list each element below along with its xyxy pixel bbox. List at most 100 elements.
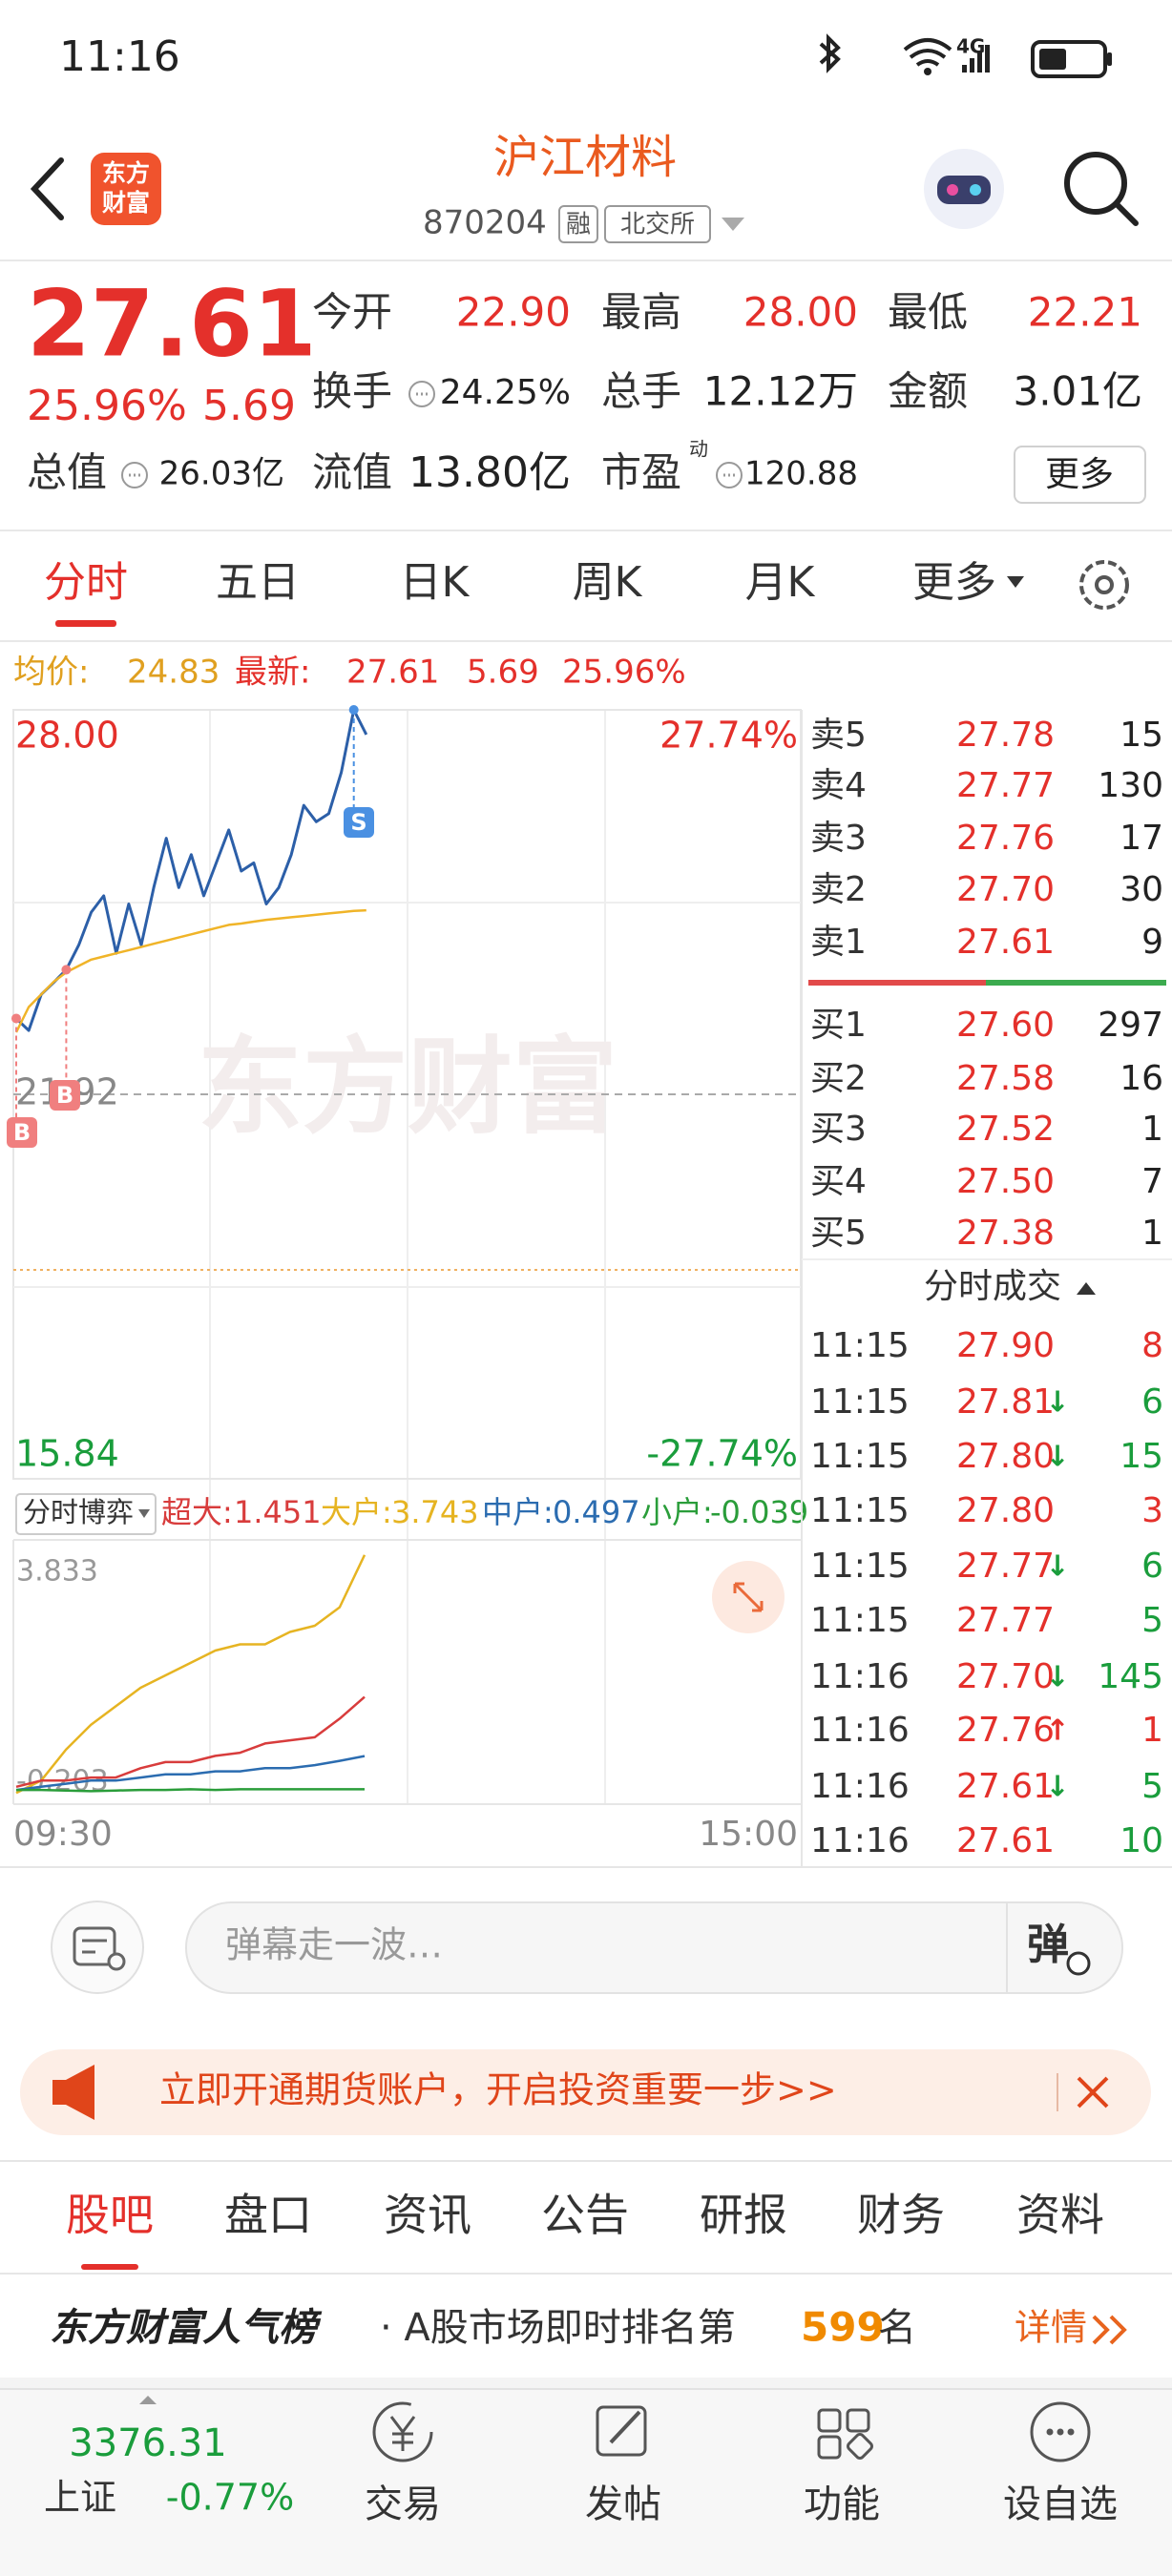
index-change[interactable]: -0.77% <box>166 2477 294 2519</box>
stat-value: 3.01亿 <box>1013 368 1142 415</box>
flow-y-tick-label: 3.833 <box>16 1555 98 1589</box>
last-price: 27.61 <box>27 270 317 377</box>
info-icon[interactable] <box>121 462 148 488</box>
content-tab[interactable]: 研报 <box>700 2190 787 2241</box>
period-tab[interactable]: 周K <box>573 558 643 607</box>
expand-icon <box>733 1582 764 1612</box>
search-button[interactable] <box>1064 152 1127 215</box>
signal-bar <box>970 58 974 73</box>
nav-item[interactable]: 设自选 <box>1003 2483 1118 2526</box>
trades-title[interactable]: 分时成交 <box>924 1267 1061 1306</box>
banner-close[interactable] <box>1077 2076 1109 2109</box>
badge: 融 <box>566 211 591 239</box>
function-icon-cell <box>817 2408 842 2433</box>
settings-button[interactable] <box>1079 560 1129 610</box>
back-button[interactable] <box>30 157 64 220</box>
flow-selector[interactable] <box>15 1493 157 1535</box>
trade-icon <box>372 2401 433 2462</box>
comment-placeholder[interactable]: 弹幕走一波… <box>225 1924 443 1966</box>
trade-price: 27.80 <box>956 1437 1055 1476</box>
stat-value: 12.12万 <box>703 368 858 415</box>
content-tab[interactable]: 财务 <box>857 2190 945 2241</box>
y-tick-label: 28.00 <box>15 715 119 757</box>
trade-price: 27.80 <box>956 1491 1055 1530</box>
promo-banner[interactable] <box>20 2049 1151 2135</box>
flow-legend-name: 中户: <box>482 1494 554 1530</box>
flow-selector-label[interactable]: 分时博弈 <box>23 1496 134 1528</box>
trade-marker[interactable] <box>344 807 374 838</box>
flow-legend-value: 0.497 <box>553 1494 640 1530</box>
trade-volume: 145 <box>1098 1657 1163 1696</box>
period-tab[interactable]: 月K <box>745 558 816 607</box>
content-tab[interactable]: 盘口 <box>224 2190 312 2241</box>
logo-text: 财富 <box>102 189 150 217</box>
comment-input[interactable] <box>185 1901 1123 1994</box>
trade-volume: 6 <box>1141 1547 1163 1586</box>
index-value[interactable]: 3376.31 <box>69 2421 226 2465</box>
index-name[interactable]: 上证 <box>44 2477 116 2519</box>
trade-marker[interactable] <box>7 1117 37 1148</box>
trade-time: 11:15 <box>810 1601 910 1640</box>
period-tab[interactable]: 五日 <box>216 558 300 607</box>
stat-label: 总值 <box>27 449 107 496</box>
stat-value: 24.25% <box>440 373 571 412</box>
trade-price: 27.90 <box>956 1326 1055 1365</box>
trade-price: 27.61 <box>956 1767 1055 1806</box>
stock-name: 沪江材料 <box>493 131 677 184</box>
book-price: 27.61 <box>956 923 1055 962</box>
content-tab[interactable]: 资讯 <box>384 2190 471 2241</box>
danmaku-icon-lines <box>82 1939 107 1954</box>
book-label: 买4 <box>810 1162 867 1201</box>
content-tab[interactable]: 公告 <box>541 2190 629 2241</box>
active-content-tab-underline <box>81 2264 138 2270</box>
stat-value: 13.80亿 <box>408 448 571 497</box>
logo-text: 东方 <box>102 159 150 187</box>
nav-item[interactable]: 交易 <box>365 2483 441 2526</box>
trade-volume: 1 <box>1141 1711 1163 1750</box>
trade-marker[interactable] <box>50 1080 80 1111</box>
bottom-nav <box>0 2389 1172 2576</box>
post-icon <box>596 2405 647 2457</box>
assistant-eye <box>970 184 981 196</box>
book-price: 27.70 <box>956 870 1055 909</box>
more-button-label[interactable]: 更多 <box>1045 455 1114 494</box>
book-label: 卖5 <box>810 716 867 755</box>
index-toggle[interactable] <box>139 2396 157 2404</box>
book-volume: 15 <box>1120 716 1163 755</box>
ranking-link[interactable]: 详情 <box>1015 2307 1087 2349</box>
period-tab[interactable]: 分时 <box>44 558 128 607</box>
info-icon[interactable] <box>408 381 435 407</box>
content-tab[interactable]: 股吧 <box>66 2190 154 2241</box>
danmaku-settings-button[interactable] <box>51 1901 144 1994</box>
trades-toggle[interactable] <box>1077 1282 1096 1295</box>
y-tick-label: 15.84 <box>15 1433 119 1475</box>
danmaku-toggle[interactable]: 弹 <box>1027 1921 1069 1969</box>
settings-hub <box>1095 575 1114 594</box>
ranking-link-chevrons <box>1092 2315 1127 2345</box>
nav-item[interactable]: 发帖 <box>585 2483 661 2526</box>
flow-line <box>16 1788 365 1793</box>
content-tab[interactable]: 资料 <box>1016 2190 1104 2241</box>
trade-price: 27.61 <box>956 1821 1055 1860</box>
book-volume: 1 <box>1141 1214 1163 1253</box>
promo-text[interactable]: 立即开通期货账户，开启投资重要一步>> <box>159 2069 837 2111</box>
status-time: 11:16 <box>59 32 180 81</box>
more-button[interactable] <box>1014 446 1146 504</box>
dropdown-arrow[interactable] <box>722 218 744 231</box>
spread-bar-buy <box>986 980 1166 986</box>
period-tab[interactable]: 更多 <box>912 558 996 607</box>
signal-bar <box>962 65 967 73</box>
avg-value: 24.83 <box>127 654 220 692</box>
trade-volume: 10 <box>1120 1821 1163 1860</box>
trade-time: 11:15 <box>810 1437 910 1476</box>
section-gap <box>0 2378 1172 2389</box>
period-tab[interactable]: 日K <box>400 558 471 607</box>
book-label: 买2 <box>810 1059 867 1098</box>
nav-item[interactable]: 功能 <box>804 2483 880 2526</box>
book-volume: 130 <box>1098 766 1163 805</box>
flow-line <box>15 1755 366 1792</box>
ranking-number: 599 <box>801 2304 885 2351</box>
info-icon[interactable] <box>716 462 743 488</box>
function-icon-cell <box>847 2433 873 2460</box>
